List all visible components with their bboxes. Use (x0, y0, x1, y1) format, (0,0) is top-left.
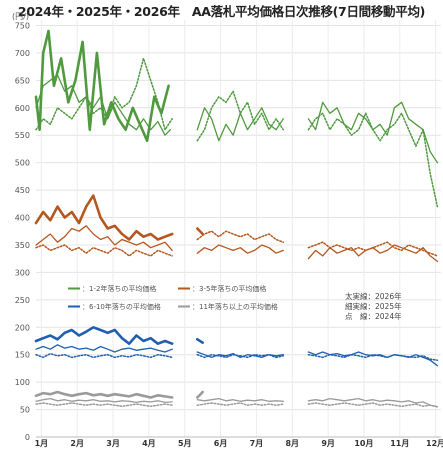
x-tick-label: 7月 (250, 439, 264, 448)
series-line-3-dot (35, 352, 173, 359)
y-tick-label: 600 (15, 104, 30, 113)
series-line-2-dot (307, 241, 439, 257)
series-line-3-thin (35, 344, 173, 353)
x-tick-label: 11月 (390, 439, 409, 448)
x-tick-label: 5月 (178, 439, 192, 448)
series-line-1-thick (34, 29, 170, 142)
series-line-1-dot (196, 90, 285, 142)
x-tick-label: 9月 (321, 439, 335, 448)
series-line-2-thick (196, 227, 204, 236)
series-line-2-thick (34, 194, 174, 241)
series-line-4-thin (307, 397, 439, 408)
series-line-1-thin (35, 74, 172, 136)
legend-label: ：3-5年落ちの平均価格 (192, 284, 266, 293)
series-line-4-dot (35, 402, 173, 408)
series-lines (34, 29, 439, 408)
series-line-4-dot (196, 402, 285, 406)
y-tick-label: 500 (15, 159, 30, 168)
grid (36, 20, 441, 438)
y-tick-label: 200 (15, 323, 30, 332)
line-style-note: 点 線：2024年 (345, 311, 402, 321)
series-line-1-dot (307, 112, 439, 208)
legend-label: ：1-2年落ちの平均価格 (82, 284, 156, 293)
series-line-3-dot (196, 353, 285, 359)
series-line-4-dot (307, 402, 439, 408)
y-axis-ticks: 0 50 100 150 200 250 300 350 400 450 500 550 600 650 7… (15, 21, 30, 442)
y-tick-label: 50 (20, 406, 30, 415)
y-tick-label: 550 (15, 131, 30, 140)
y-unit-label: (円/) (12, 12, 29, 21)
y-tick-label: 750 (15, 21, 30, 30)
y-tick-label: 400 (15, 214, 30, 223)
x-tick-label: 1月 (35, 439, 49, 448)
y-tick-label: 650 (15, 76, 30, 85)
series-line-2-thin (35, 225, 173, 252)
series-line-4-thin (35, 397, 173, 404)
line-style-note: 太実線：2026年 (345, 291, 402, 301)
chart-title: 2024年・2025年・2026年 AA落札平均価格日次推移(7日間移動平均) (17, 4, 426, 19)
y-tick-label: 700 (15, 49, 30, 58)
y-tick-label: 150 (15, 351, 30, 360)
series-line-2-thin (196, 244, 284, 254)
legend-label: ：6-10年落ちの平均価格 (82, 302, 161, 311)
series-line-2-dot (196, 230, 285, 243)
y-tick-label: 100 (15, 378, 30, 387)
legend: ：1-2年落ちの平均価格 ：3-5年落ちの平均価格 ：6-10年落ちの平均価格 ：11… (68, 284, 278, 311)
x-tick-label: 10月 (354, 439, 373, 448)
y-tick-label: 250 (15, 296, 30, 305)
x-axis-ticks: 1月 2月 3月 4月 5月 6月 7月 8月 9月 10月 11月 12月 (35, 439, 443, 448)
series-line-3-thick (196, 338, 204, 344)
x-tick-label: 3月 (106, 439, 120, 448)
series-line-3-dot (307, 353, 439, 361)
y-tick-label: 450 (15, 186, 30, 195)
y-tick-label: 350 (15, 241, 30, 250)
y-tick-label: 0 (25, 433, 30, 442)
legend-label: ：11年落ち以上の平均価格 (192, 302, 278, 311)
series-line-4-thick (34, 390, 174, 399)
line-style-note: 細実線：2025年 (345, 301, 402, 311)
x-tick-label: 2月 (70, 439, 84, 448)
y-tick-label: 300 (15, 268, 30, 277)
x-tick-label: 4月 (142, 439, 156, 448)
series-line-4-thick (196, 390, 204, 399)
x-tick-label: 12月 (426, 439, 443, 448)
series-line-3-thick (34, 326, 174, 345)
series-line-1-dot (35, 57, 173, 131)
series-line-2-dot (35, 244, 173, 257)
series-line-4-thin (196, 397, 284, 402)
x-tick-label: 8月 (285, 439, 299, 448)
x-tick-label: 6月 (214, 439, 228, 448)
